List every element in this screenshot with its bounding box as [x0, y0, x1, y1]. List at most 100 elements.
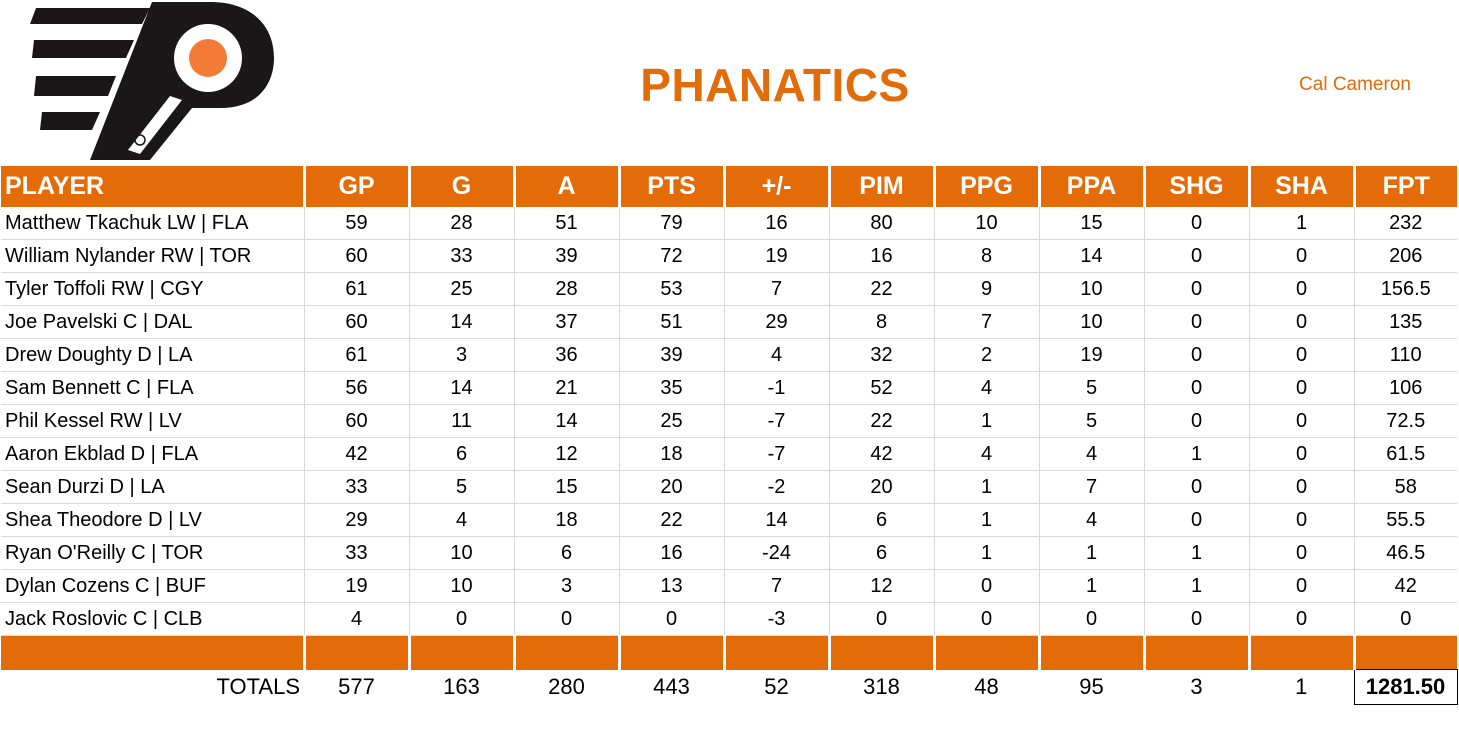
- cell-g: 10: [409, 536, 515, 570]
- cell-pim: 22: [829, 272, 935, 306]
- total-sha: 1: [1295, 674, 1308, 699]
- cell-g: 3: [409, 338, 515, 372]
- cell-pts: 25: [619, 404, 725, 438]
- total-gp: 577: [338, 674, 375, 699]
- cell-sha: 0: [1249, 470, 1355, 504]
- cell-sha: 0: [1249, 272, 1355, 306]
- flyers-logo-icon: [30, 2, 274, 160]
- col-header-a: A: [514, 166, 621, 207]
- cell-sha: 0: [1249, 536, 1355, 570]
- orange-band-row: [1, 635, 1457, 670]
- cell-player: Dylan Cozens C | BUF: [1, 569, 305, 603]
- cell-player: Phil Kessel RW | LV: [1, 404, 305, 438]
- table-row: Tyler Toffoli RW | CGY 61 25 28 53 7 22 9 10 0 0 15…: [1, 272, 1457, 306]
- cell-shg: 0: [1144, 404, 1250, 438]
- cell-pts: 35: [619, 371, 725, 405]
- cell-gp: 56: [304, 371, 410, 405]
- cell-a: 21: [514, 371, 620, 405]
- cell-shg: 0: [1144, 602, 1250, 636]
- cell-sha: 0: [1249, 569, 1355, 603]
- col-header-ppg: PPG: [934, 166, 1041, 207]
- cell-g: 4: [409, 503, 515, 537]
- cell-ppg: 1: [934, 503, 1040, 537]
- cell-ppa: 1: [1039, 536, 1145, 570]
- cell-sha: 0: [1249, 503, 1355, 537]
- cell-ppa: 4: [1039, 503, 1145, 537]
- cell-ppa: 19: [1039, 338, 1145, 372]
- cell-player: Drew Doughty D | LA: [1, 338, 305, 372]
- cell-g: 25: [409, 272, 515, 306]
- col-header-ppa: PPA: [1039, 166, 1146, 207]
- cell-ppg: 1: [934, 536, 1040, 570]
- cell-pim: 6: [829, 503, 935, 537]
- cell-ppa: 15: [1039, 207, 1145, 240]
- col-header-player: PLAYER: [1, 166, 306, 207]
- total-g: 163: [443, 674, 480, 699]
- col-header-pim: PIM: [829, 166, 936, 207]
- cell-pim: 16: [829, 239, 935, 273]
- header-row: PLAYER GP G A PTS +/- PIM PPG PPA SHG SH…: [1, 166, 1457, 207]
- col-header-sha: SHA: [1249, 166, 1356, 207]
- cell-a: 0: [514, 602, 620, 636]
- cell-gp: 60: [304, 239, 410, 273]
- cell-plus-minus: -1: [724, 371, 830, 405]
- cell-shg: 0: [1144, 207, 1250, 240]
- cell-gp: 60: [304, 305, 410, 339]
- total-fpt: 1281.50: [1353, 669, 1458, 705]
- cell-shg: 1: [1144, 437, 1250, 471]
- cell-plus-minus: -7: [724, 437, 830, 471]
- cell-a: 18: [514, 503, 620, 537]
- cell-ppg: 4: [934, 437, 1040, 471]
- table-row: Jack Roslovic C | CLB 4 0 0 0 -3 0 0 0 0 0 0: [1, 602, 1457, 636]
- cell-pim: 8: [829, 305, 935, 339]
- cell-ppg: 2: [934, 338, 1040, 372]
- cell-g: 33: [409, 239, 515, 273]
- totals-label: TOTALS: [216, 674, 300, 699]
- cell-plus-minus: -7: [724, 404, 830, 438]
- cell-fpt: 61.5: [1354, 437, 1457, 471]
- cell-player: William Nylander RW | TOR: [1, 239, 305, 273]
- cell-pts: 20: [619, 470, 725, 504]
- table-row: Sean Durzi D | LA 33 5 15 20 -2 20 1 7 0 0 58: [1, 470, 1457, 504]
- cell-shg: 0: [1144, 305, 1250, 339]
- total-ppa: 95: [1079, 674, 1104, 699]
- cell-player: Matthew Tkachuk LW | FLA: [1, 207, 305, 240]
- cell-fpt: 106: [1354, 371, 1457, 405]
- table-row: Phil Kessel RW | LV 60 11 14 25 -7 22 1 5 0 0 72.5: [1, 404, 1457, 438]
- cell-gp: 4: [304, 602, 410, 636]
- cell-gp: 60: [304, 404, 410, 438]
- cell-plus-minus: 16: [724, 207, 830, 240]
- cell-sha: 0: [1249, 305, 1355, 339]
- cell-ppa: 1: [1039, 569, 1145, 603]
- cell-g: 14: [409, 371, 515, 405]
- cell-pts: 72: [619, 239, 725, 273]
- cell-plus-minus: -3: [724, 602, 830, 636]
- cell-a: 36: [514, 338, 620, 372]
- cell-player: Sean Durzi D | LA: [1, 470, 305, 504]
- cell-pim: 52: [829, 371, 935, 405]
- cell-pim: 0: [829, 602, 935, 636]
- cell-fpt: 110: [1354, 338, 1457, 372]
- table-row: Aaron Ekblad D | FLA 42 6 12 18 -7 42 4 4 1 0 61.5: [1, 437, 1457, 471]
- cell-g: 0: [409, 602, 515, 636]
- cell-plus-minus: 14: [724, 503, 830, 537]
- cell-ppa: 7: [1039, 470, 1145, 504]
- cell-ppg: 1: [934, 404, 1040, 438]
- cell-shg: 1: [1144, 569, 1250, 603]
- team-title: PHANATICS: [640, 59, 910, 111]
- cell-gp: 19: [304, 569, 410, 603]
- cell-player: Ryan O'Reilly C | TOR: [1, 536, 305, 570]
- table-row: William Nylander RW | TOR 60 33 39 72 19 16 8 14…: [1, 239, 1457, 273]
- total-a: 280: [548, 674, 585, 699]
- cell-plus-minus: -24: [724, 536, 830, 570]
- col-header-gp: GP: [304, 166, 411, 207]
- cell-sha: 0: [1249, 437, 1355, 471]
- cell-fpt: 72.5: [1354, 404, 1457, 438]
- cell-gp: 33: [304, 536, 410, 570]
- cell-shg: 0: [1144, 503, 1250, 537]
- cell-shg: 0: [1144, 239, 1250, 273]
- cell-a: 12: [514, 437, 620, 471]
- cell-player: Tyler Toffoli RW | CGY: [1, 272, 305, 306]
- cell-fpt: 58: [1354, 470, 1457, 504]
- cell-fpt: 206: [1354, 239, 1457, 273]
